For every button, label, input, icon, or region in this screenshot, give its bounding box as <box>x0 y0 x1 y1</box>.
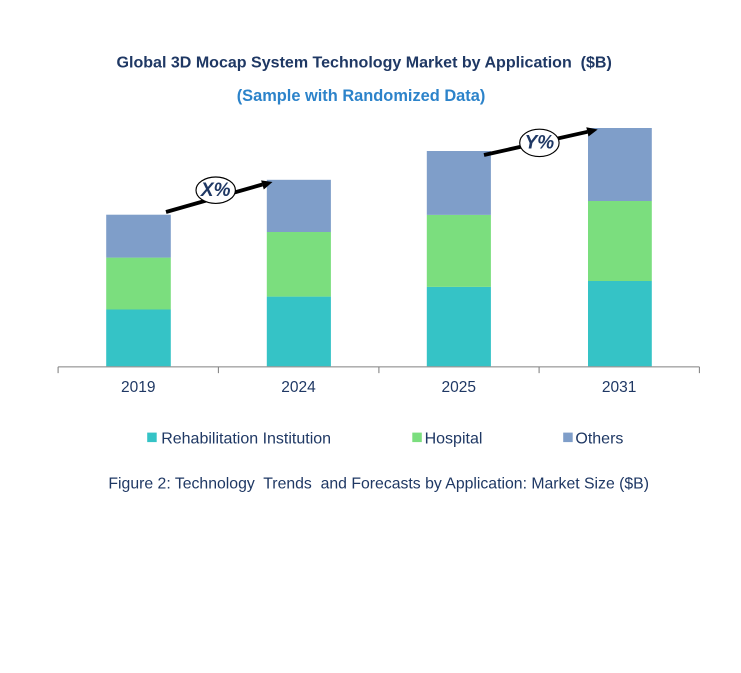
svg-text:(Sample with Randomized Data): (Sample with Randomized Data) <box>237 87 486 105</box>
svg-text:Hospital: Hospital <box>425 431 483 448</box>
svg-text:Y%: Y% <box>525 133 555 154</box>
svg-text:Figure 2: Technology Trends: Figure 2: Technology Trends and Forecast… <box>108 476 649 493</box>
svg-text:2024: 2024 <box>281 379 316 396</box>
svg-text:Rehabilitation Institution: Rehabilitation Institution <box>161 431 331 448</box>
svg-text:Global 3D Mocap System Technol: Global 3D Mocap System Technology Market… <box>117 53 612 71</box>
svg-text:2031: 2031 <box>602 379 636 396</box>
svg-text:Others: Others <box>575 431 623 448</box>
svg-text:X%: X% <box>200 180 231 201</box>
svg-text:2025: 2025 <box>442 379 476 396</box>
svg-text:2019: 2019 <box>121 379 155 396</box>
